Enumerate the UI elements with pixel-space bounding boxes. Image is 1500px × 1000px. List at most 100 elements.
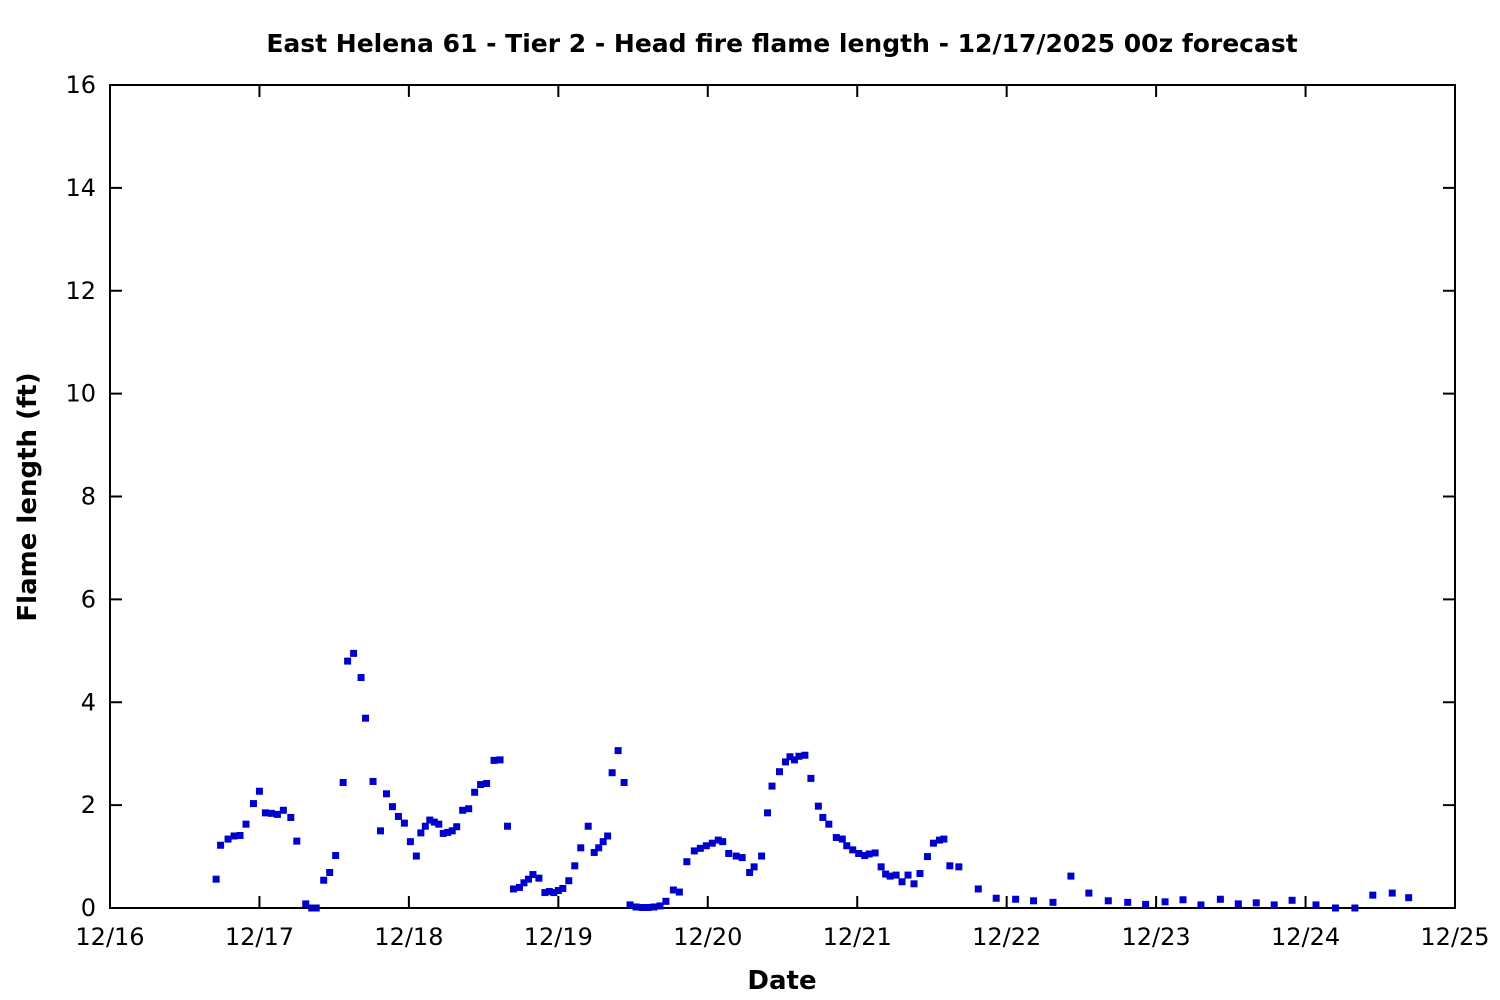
data-point	[750, 863, 758, 871]
data-point	[302, 900, 310, 908]
data-point	[819, 813, 827, 821]
data-point	[838, 835, 846, 843]
data-point	[786, 753, 794, 761]
data-point	[1124, 898, 1132, 906]
data-point	[781, 758, 789, 766]
data-point	[308, 904, 316, 912]
data-point	[439, 829, 447, 837]
x-tick-label: 12/17	[225, 923, 294, 951]
data-point	[444, 828, 452, 836]
data-point	[496, 756, 504, 764]
data-point	[362, 714, 370, 722]
data-point	[312, 904, 320, 912]
data-point	[746, 869, 754, 877]
data-point	[255, 787, 263, 795]
data-point	[465, 805, 473, 813]
data-point	[212, 875, 220, 883]
data-point	[400, 819, 408, 827]
data-point	[510, 885, 517, 893]
data-point	[814, 802, 822, 810]
data-point	[1369, 891, 1377, 899]
data-point	[590, 848, 598, 856]
data-point	[861, 852, 869, 860]
data-point	[388, 803, 396, 811]
y-tick-label: 10	[65, 380, 96, 408]
data-point	[217, 841, 225, 849]
chart-title: East Helena 61 - Tier 2 - Head fire flam…	[266, 29, 1297, 58]
data-point	[242, 820, 250, 828]
data-point	[865, 850, 873, 858]
data-point	[477, 781, 485, 789]
data-point	[584, 822, 592, 830]
data-point	[326, 869, 334, 877]
data-point	[910, 880, 918, 888]
data-point	[725, 849, 733, 857]
data-point	[369, 777, 377, 785]
data-point	[764, 809, 772, 817]
data-point	[529, 871, 537, 879]
data-point	[669, 886, 677, 894]
y-tick-label: 8	[81, 483, 96, 511]
data-point	[1288, 896, 1296, 904]
data-point	[626, 901, 634, 909]
data-points	[212, 649, 1413, 912]
data-point	[524, 875, 532, 883]
data-point	[459, 806, 467, 814]
data-point	[1067, 872, 1075, 880]
data-point	[708, 839, 716, 847]
data-point	[453, 823, 461, 831]
y-axis-label: Flame length (ft)	[13, 372, 43, 621]
data-point	[287, 813, 295, 821]
data-point	[344, 657, 352, 665]
y-tick-label: 0	[81, 894, 96, 922]
data-point	[293, 837, 301, 845]
data-point	[1179, 896, 1187, 904]
data-point	[1049, 898, 1057, 906]
data-point	[483, 780, 491, 788]
data-point	[230, 832, 238, 840]
data-point	[448, 827, 456, 835]
x-tick-label: 12/24	[1271, 923, 1340, 951]
data-point	[320, 876, 328, 884]
data-point	[992, 894, 1000, 902]
data-point	[832, 834, 840, 842]
data-point	[946, 862, 954, 870]
data-point	[554, 887, 562, 895]
data-point	[417, 829, 425, 837]
data-point	[249, 800, 257, 808]
data-point	[849, 846, 857, 854]
data-point	[376, 827, 384, 835]
data-point	[929, 839, 937, 847]
data-point	[261, 809, 269, 817]
data-point	[904, 871, 912, 879]
data-point	[504, 822, 512, 830]
data-point	[577, 844, 585, 852]
y-axis-ticks: 0 2 4 6 8 10 12 14 16	[65, 71, 1455, 922]
data-point	[614, 747, 622, 755]
data-point	[412, 852, 420, 860]
data-point	[714, 836, 722, 844]
axes-box	[109, 84, 1456, 909]
data-point	[620, 778, 628, 786]
data-point	[571, 862, 579, 870]
data-point	[807, 774, 815, 782]
data-point	[923, 853, 931, 861]
data-point	[426, 816, 434, 824]
data-point	[1252, 899, 1260, 907]
data-point	[1030, 897, 1038, 905]
data-point	[644, 903, 652, 911]
data-point	[471, 788, 479, 796]
data-point	[719, 838, 727, 846]
data-point	[604, 832, 612, 840]
data-point	[339, 778, 347, 786]
data-point	[541, 889, 549, 897]
x-axis-ticks: 12/16 12/17 12/18 12/19 12/20 12/21 12/22 12/23…	[75, 85, 1490, 951]
y-tick-label: 6	[81, 585, 96, 613]
data-point	[871, 849, 879, 857]
data-point	[1270, 901, 1278, 909]
data-point	[675, 888, 683, 896]
data-point	[892, 871, 900, 879]
data-point	[394, 812, 402, 820]
x-tick-label: 12/25	[1420, 923, 1489, 951]
data-point	[1012, 895, 1020, 903]
